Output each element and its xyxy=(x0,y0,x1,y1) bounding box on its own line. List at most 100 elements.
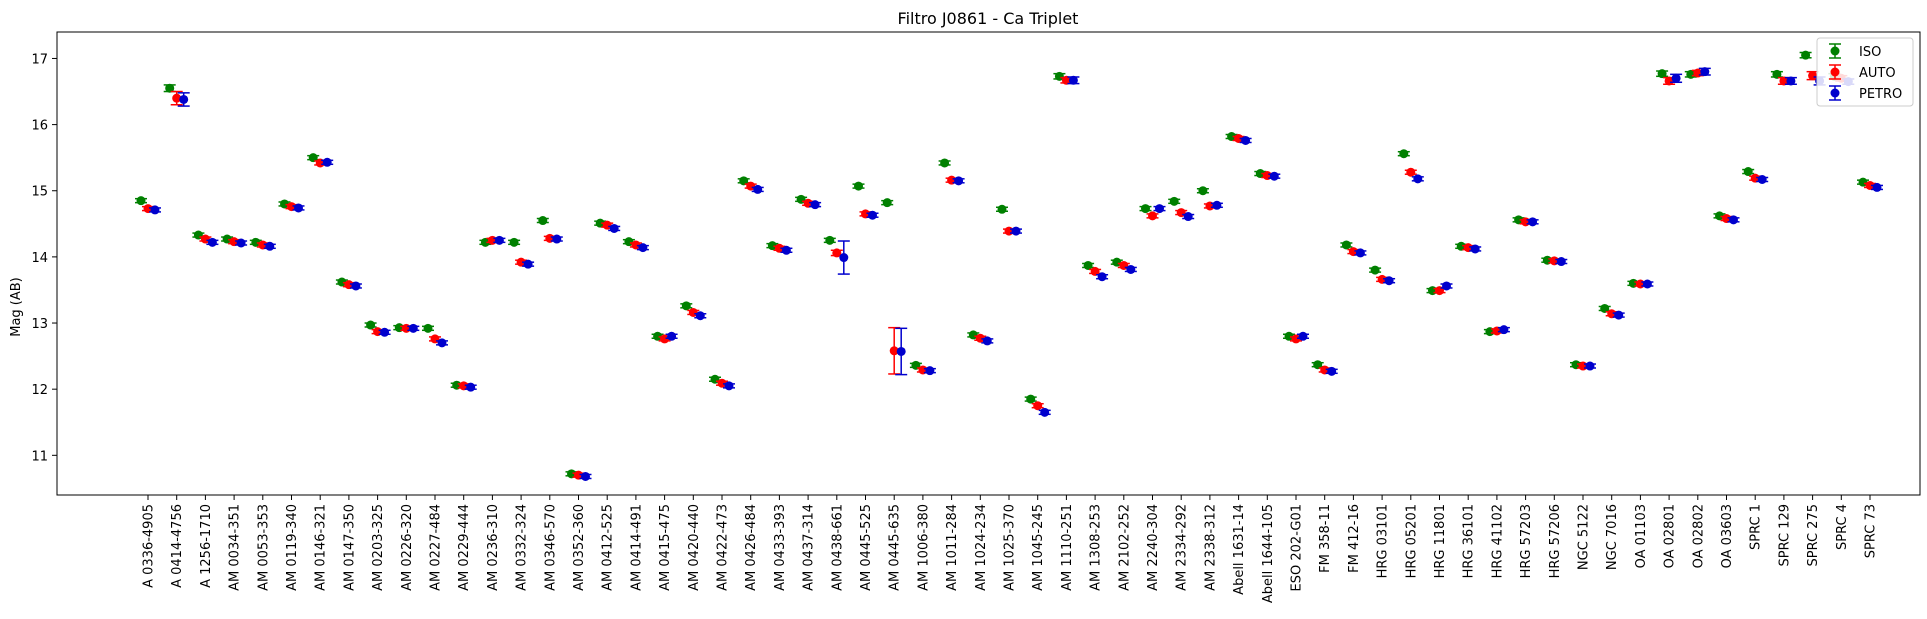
data-point xyxy=(638,243,648,253)
data-point xyxy=(1743,167,1753,177)
x-tick-label: AM 2240-304 xyxy=(1146,504,1161,591)
data-point xyxy=(1642,279,1652,289)
x-tick-label: AM 1308-253 xyxy=(1089,504,1104,591)
data-point xyxy=(351,281,361,291)
x-tick-label: AM 0203-325 xyxy=(371,504,386,591)
data-point xyxy=(165,83,175,93)
x-tick-label: Abell 1644-105 xyxy=(1261,504,1276,603)
data-point xyxy=(861,209,870,219)
data-point xyxy=(1313,360,1323,370)
data-point xyxy=(207,237,217,247)
data-point xyxy=(1470,244,1480,254)
legend-label: PETRO xyxy=(1859,87,1902,102)
data-point xyxy=(1528,217,1538,227)
data-point xyxy=(1514,215,1524,225)
y-axis: 11 12 13 14 15 16 17 xyxy=(31,52,57,464)
y-axis-label: Mag (AB) xyxy=(9,277,24,337)
data-point xyxy=(1011,226,1021,236)
data-point xyxy=(1227,132,1237,142)
data-point xyxy=(1327,366,1337,376)
x-tick-label: OA 01103 xyxy=(1634,504,1649,568)
x-tick-label: AM 0226-320 xyxy=(400,504,415,591)
x-tick-label: HRG 11801 xyxy=(1433,504,1448,578)
data-point xyxy=(1779,76,1789,86)
data-point xyxy=(803,198,813,208)
data-point xyxy=(982,336,992,346)
data-point xyxy=(695,311,705,321)
x-tick-label: AM 1045-245 xyxy=(1031,504,1046,591)
data-point xyxy=(136,196,146,206)
y-tick-label: 16 xyxy=(31,119,48,134)
data-point xyxy=(1715,211,1724,221)
data-point xyxy=(1241,135,1251,145)
legend-label: AUTO xyxy=(1859,66,1896,81)
data-point xyxy=(423,323,433,333)
x-tick-label: HRG 36101 xyxy=(1462,504,1477,578)
x-tick-label: SPRC 129 xyxy=(1777,504,1792,567)
x-tick-label: AM 0236-310 xyxy=(486,504,501,591)
y-tick-label: 15 xyxy=(31,185,48,200)
data-point xyxy=(1463,243,1473,253)
data-point xyxy=(1556,257,1566,267)
data-point xyxy=(1808,71,1818,81)
data-point xyxy=(896,346,906,356)
data-point xyxy=(660,334,670,344)
data-point xyxy=(774,243,784,253)
series-iso xyxy=(135,50,1869,479)
legend-box xyxy=(1816,37,1914,107)
x-tick-label: AM 1110-251 xyxy=(1060,504,1075,591)
x-tick-label: AM 0229-444 xyxy=(457,504,472,591)
x-tick-label: NGC 5122 xyxy=(1577,504,1592,570)
data-point xyxy=(1757,174,1767,184)
data-point xyxy=(1255,169,1265,179)
data-point xyxy=(581,471,590,481)
y-tick-label: 14 xyxy=(31,251,48,266)
x-tick-label: AM 0147-350 xyxy=(342,504,357,591)
data-point xyxy=(179,94,189,104)
data-point xyxy=(1772,69,1782,79)
data-point xyxy=(251,237,261,247)
data-point xyxy=(1126,264,1136,274)
data-point xyxy=(1750,173,1760,183)
data-point xyxy=(1729,215,1738,225)
x-axis: A 0336-4905 A 0414-4756 A 1256-1710 AM 0034… xyxy=(142,495,1879,603)
x-tick-label: AM 0420-440 xyxy=(687,504,702,591)
x-tick-label: AM 0422-473 xyxy=(716,504,731,591)
data-point xyxy=(825,235,835,245)
x-tick-label: OA 02802 xyxy=(1691,504,1706,568)
data-point xyxy=(1291,334,1301,344)
data-point xyxy=(688,307,698,317)
x-tick-label: AM 0352-360 xyxy=(572,504,587,591)
x-tick-label: Abell 1631-14 xyxy=(1232,504,1247,595)
data-point xyxy=(574,470,583,480)
data-point xyxy=(280,199,289,209)
x-tick-label: OA 03603 xyxy=(1720,504,1735,568)
series-petro xyxy=(149,67,1883,481)
data-point xyxy=(1686,69,1696,79)
data-point xyxy=(1298,331,1308,341)
data-point xyxy=(523,259,533,269)
data-point xyxy=(1183,212,1193,222)
data-point xyxy=(567,469,576,479)
x-tick-label: AM 1011-284 xyxy=(945,504,960,591)
data-point xyxy=(1442,281,1451,291)
data-point xyxy=(437,338,447,348)
data-point xyxy=(1406,167,1416,177)
data-point xyxy=(1492,326,1502,336)
data-point xyxy=(1097,272,1107,282)
data-point xyxy=(287,202,296,212)
data-point xyxy=(854,181,863,191)
data-point xyxy=(681,301,691,311)
legend-item-iso: ISO xyxy=(1829,43,1881,60)
data-point xyxy=(1269,171,1279,181)
x-tick-label: AM 0414-491 xyxy=(629,504,644,591)
data-point xyxy=(1155,204,1164,214)
x-tick-label: HRG 03101 xyxy=(1376,504,1391,578)
data-point xyxy=(810,200,820,210)
data-point xyxy=(1700,67,1710,77)
data-point xyxy=(839,253,849,263)
data-point xyxy=(1141,204,1150,214)
x-tick-label: SPRC 1 xyxy=(1749,504,1764,550)
x-tick-label: AM 0445-525 xyxy=(859,504,874,591)
